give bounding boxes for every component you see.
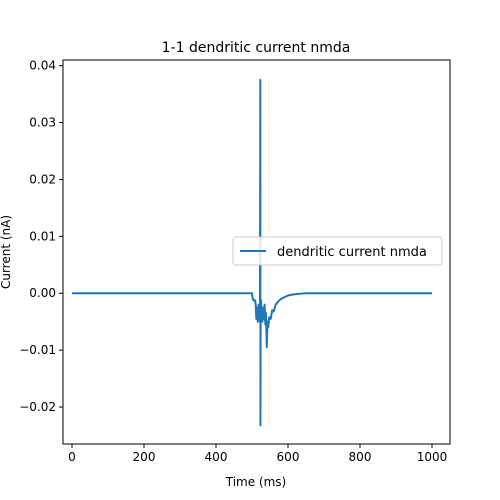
x-tick-label: 1000	[417, 450, 448, 464]
y-tick-label: 0.02	[29, 172, 56, 186]
series-layer	[72, 78, 432, 427]
y-tick-label: −0.02	[19, 400, 56, 414]
x-axis-ticks: 0 200 400 600 800 1000	[68, 444, 447, 464]
y-tick-label: 0.00	[29, 286, 56, 300]
legend: dendritic current nmda	[232, 236, 443, 266]
y-axis-label: Current (nA)	[0, 215, 13, 289]
y-tick-label: 0.01	[29, 229, 56, 243]
y-tick-label: 0.03	[29, 116, 56, 130]
legend-entry-label: dendritic current nmda	[277, 245, 427, 260]
plot-frame	[62, 59, 451, 445]
x-axis-label: Time (ms)	[225, 475, 287, 489]
y-axis-ticks: −0.02 −0.01 0.00 0.01 0.02 0.03 0.04	[19, 59, 63, 414]
series-line-0	[72, 78, 432, 427]
y-tick-label: −0.01	[19, 343, 56, 357]
x-tick-label: 200	[133, 450, 156, 464]
legend-box	[232, 236, 443, 266]
chart-title: 1-1 dendritic current nmda	[162, 40, 351, 56]
y-tick-label: 0.04	[29, 59, 56, 73]
x-tick-label: 0	[68, 450, 76, 464]
x-tick-label: 600	[277, 450, 300, 464]
x-tick-label: 400	[205, 450, 228, 464]
x-tick-label: 800	[349, 450, 372, 464]
